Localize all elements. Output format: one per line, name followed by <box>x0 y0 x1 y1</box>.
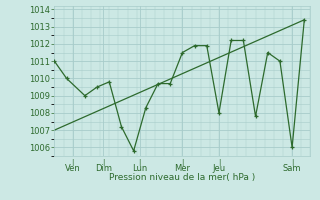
Text: Jeu: Jeu <box>212 164 226 173</box>
Text: |: | <box>181 159 184 166</box>
Text: Mer: Mer <box>174 164 190 173</box>
Text: |: | <box>71 159 74 166</box>
Text: Sam: Sam <box>283 164 301 173</box>
Text: |: | <box>218 159 220 166</box>
Text: |: | <box>291 159 293 166</box>
Text: |: | <box>102 159 104 166</box>
Text: Dim: Dim <box>95 164 112 173</box>
Text: Ven: Ven <box>65 164 81 173</box>
Text: |: | <box>139 159 141 166</box>
Text: Lun: Lun <box>132 164 147 173</box>
X-axis label: Pression niveau de la mer( hPa ): Pression niveau de la mer( hPa ) <box>109 173 256 182</box>
